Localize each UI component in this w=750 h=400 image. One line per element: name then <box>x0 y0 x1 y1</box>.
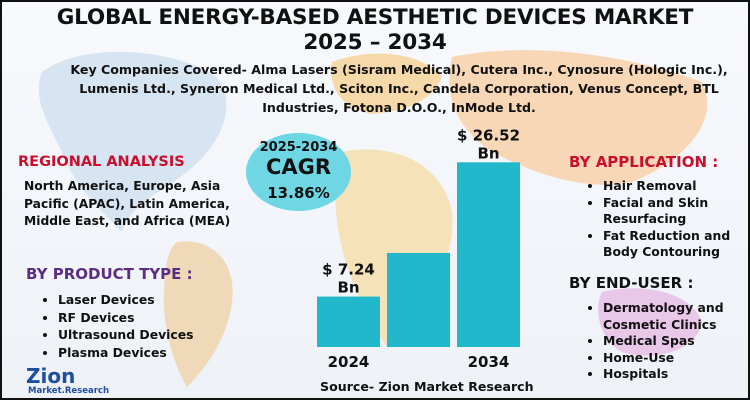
source-text: Source- Zion Market Research <box>320 379 534 394</box>
application-heading: BY APPLICATION : <box>569 153 719 171</box>
map-south-america <box>163 241 233 387</box>
list-item: Plasma Devices <box>58 344 194 362</box>
list-item: Dermatology and Cosmetic Clinics <box>603 300 748 333</box>
list-item: RF Devices <box>58 309 194 327</box>
logo-name: Zion <box>26 364 76 388</box>
list-item: Hospitals <box>603 366 748 383</box>
map-europe <box>331 53 442 114</box>
bar-2034 <box>457 162 520 347</box>
page-title-line2: 2025 – 2034 <box>303 30 447 55</box>
logo-subtitle: Market.Research <box>28 386 110 396</box>
list-item: Facial and Skin Resurfacing <box>603 195 748 228</box>
bar-data-label: $ 26.52 <box>457 126 520 144</box>
list-item: Hair Removal <box>603 178 748 195</box>
end-user-list: Dermatology and Cosmetic Clinics Medical… <box>585 300 748 383</box>
key-companies-text: Key Companies Covered- Alma Lasers (Sisr… <box>70 62 728 115</box>
map-north-america <box>38 51 227 232</box>
application-list: Hair Removal Facial and Skin Resurfacing… <box>585 178 748 261</box>
x-tick-label: 2034 <box>468 353 510 371</box>
end-user-heading: BY END-USER : <box>569 274 694 292</box>
x-tick-label: 2024 <box>328 353 370 371</box>
cagr-value: 13.86% <box>267 184 330 202</box>
list-item: Medical Spas <box>603 333 748 350</box>
regional-analysis-text: North America, Europe, Asia Pacific (APA… <box>24 179 231 228</box>
product-type-heading: BY PRODUCT TYPE : <box>26 265 193 283</box>
list-item: Fat Reduction and Body Contouring <box>603 228 748 261</box>
cagr-years: 2025-2034 <box>259 140 338 155</box>
list-item: Home-Use <box>603 350 748 367</box>
map-australia <box>598 288 702 356</box>
list-item: Ultrasound Devices <box>58 326 194 344</box>
cagr-label: CAGR <box>265 155 332 179</box>
product-type-list: Laser Devices RF Devices Ultrasound Devi… <box>40 291 194 361</box>
bar-2024 <box>317 296 380 347</box>
bar-data-label: $ 7.24 <box>322 261 375 279</box>
page-title-line1: GLOBAL ENERGY-BASED AESTHETIC DEVICES MA… <box>56 5 694 30</box>
list-item: Laser Devices <box>58 291 194 309</box>
regional-analysis-heading: REGIONAL ANALYSIS <box>18 154 185 170</box>
zion-logo: Zion Market.Research <box>20 364 130 398</box>
cagr-bubble: 2025-2034 CAGR 13.86% <box>246 133 351 211</box>
bar-data-label: Bn <box>477 144 499 162</box>
bar-data-label: Bn <box>337 279 359 297</box>
bar-middle <box>387 252 450 347</box>
map-asia <box>449 50 708 185</box>
